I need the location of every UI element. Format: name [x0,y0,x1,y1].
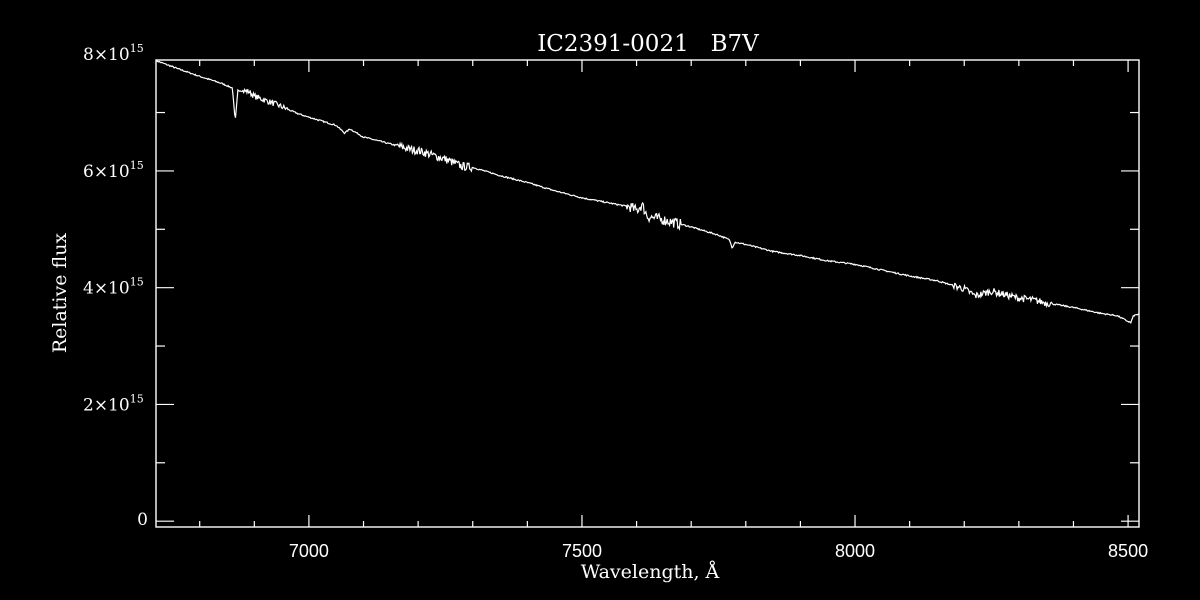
x-tick-label: 7000 [289,541,329,561]
chart-title: IC2391-0021 B7V [537,31,759,57]
x-tick-label: 7500 [562,541,602,561]
y-tick-label: 8×1015 [83,42,144,65]
x-axis-tick-labels: 7000 7500 8000 8500 [289,541,1148,561]
y-tick-label: 0 [137,510,148,530]
y-axis-ticks [156,111,1139,522]
y-axis-label: Relative flux [49,233,71,354]
x-tick-label: 8000 [835,541,875,561]
y-tick-label: 2×1015 [83,392,144,415]
y-axis-tick-labels: 0 2×1015 4×1015 6×1015 8×1015 [83,42,148,530]
x-tick-label: 8500 [1108,541,1148,561]
x-axis-label: Wavelength, Å [581,561,720,583]
plot-frame [155,59,1140,528]
y-tick-label: 4×1015 [83,276,144,299]
y-tick-label: 6×1015 [83,159,144,182]
spectrum-series-line [155,59,1140,325]
x-axis-ticks [199,60,1129,527]
